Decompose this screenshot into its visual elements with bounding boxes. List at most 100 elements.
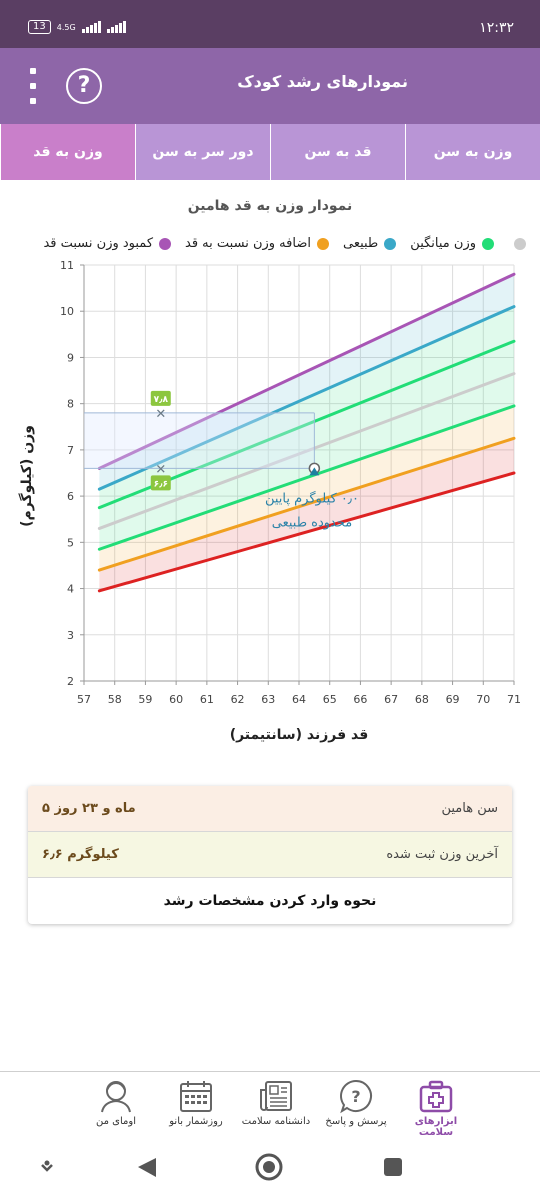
- chart-tabs: وزن به سن قد به سن دور سر به سن وزن به ق…: [0, 124, 540, 180]
- chart-band: [99, 438, 514, 591]
- legend-item: وزن میانگین: [410, 236, 494, 251]
- series-line: [97, 404, 516, 551]
- x-tick-label: 60: [169, 693, 183, 706]
- marker-label: ۶٫۶: [154, 479, 168, 489]
- nav-health-encyclopedia[interactable]: دانشنامه سلامت: [236, 1072, 316, 1135]
- x-tick-label: 71: [507, 693, 521, 706]
- y-tick-label: 5: [67, 536, 74, 549]
- series-line: [97, 272, 516, 470]
- y-tick-label: 3: [67, 629, 74, 642]
- nav-label: روزشمار بانو: [169, 1116, 223, 1127]
- annotation-text: ۰٫۰ کیلوگرم پایین: [265, 490, 359, 506]
- annotation-text: محدوده طبیعی: [272, 515, 353, 530]
- y-tick-label: 7: [67, 444, 74, 457]
- tab-weight-for-height[interactable]: وزن به قد: [0, 124, 135, 180]
- legend-label: طبیعی: [342, 236, 379, 251]
- growth-chart: 57 58 59 60 61 62 63 64 65 66 67 68 69 70 712345678910…: [18, 259, 521, 743]
- medical-kit-icon: [419, 1080, 453, 1113]
- app-bar: ? نمودارهای رشد کودک: [0, 48, 540, 124]
- weight-row: ۶٫۶ کیلوگرم آخرین وزن ثبت شده: [28, 832, 512, 878]
- legend-dot: [514, 237, 526, 250]
- x-axis-label: قد فرزند (سانتیمتر): [230, 727, 369, 743]
- signal-icon-2: [106, 21, 126, 33]
- nav-label: پرسش و پاسخ: [325, 1116, 387, 1127]
- x-tick-label: 68: [415, 693, 429, 706]
- x-tick-label: 59: [138, 693, 152, 706]
- nav-calendar[interactable]: روزشمار بانو: [156, 1072, 236, 1135]
- newspaper-icon: [260, 1081, 292, 1111]
- legend-dot: [482, 237, 494, 250]
- bottom-nav: ابزارهای سلامت ? پرسش و پاسخ دانشنامه سل…: [0, 1071, 540, 1138]
- nav-label: دانشنامه سلامت: [241, 1116, 311, 1127]
- x-tick-label: 66: [353, 693, 367, 706]
- series-line: [97, 471, 516, 593]
- highlight-region: [84, 412, 315, 469]
- legend-item: کمبود وزن نسبت قد: [43, 236, 172, 251]
- info-card: ۵ ماه و ۲۳ روز سن هامین ۶٫۶ کیلوگرم آخری…: [28, 786, 512, 924]
- status-bar: 13 4.5G ۱۲:۳۲: [0, 0, 540, 48]
- x-tick-label: 64: [292, 693, 306, 706]
- system-nav-bar: [0, 1135, 540, 1200]
- y-tick-label: 8: [67, 398, 74, 411]
- x-tick-label: 63: [261, 693, 275, 706]
- tab-head-circumference-for-age[interactable]: دور سر به سن: [135, 124, 270, 180]
- y-tick-label: 4: [67, 583, 74, 596]
- status-indicators: 13 4.5G: [28, 20, 126, 34]
- back-icon[interactable]: [138, 1158, 156, 1177]
- legend-dot: [316, 237, 329, 250]
- y-tick-label: 11: [60, 259, 74, 272]
- x-tick-label: 62: [231, 693, 245, 706]
- marker-x: ✕: [155, 407, 166, 422]
- x-tick-label: 67: [384, 693, 398, 706]
- x-tick-label: 70: [476, 693, 490, 706]
- marker-label: ۷٫۸: [154, 395, 169, 405]
- age-row: ۵ ماه و ۲۳ روز سن هامین: [28, 786, 512, 832]
- x-tick-label: 65: [323, 693, 337, 706]
- nav-health-tools[interactable]: ابزارهای سلامت: [396, 1072, 476, 1138]
- question-bubble-icon: ?: [340, 1079, 372, 1114]
- legend-label: اضافه وزن نسبت به قد: [185, 236, 311, 251]
- legend-item: طبیعی: [342, 236, 397, 251]
- legend-label: کمبود وزن نسبت قد: [43, 236, 154, 251]
- age-label: سن هامین: [441, 801, 498, 816]
- page-title: نمودارهای رشد کودک: [237, 72, 408, 91]
- marker-x: ✕: [155, 462, 166, 477]
- chart-band: [99, 341, 514, 529]
- keyboard-toggle-icon[interactable]: [41, 1160, 53, 1172]
- y-tick-label: 6: [67, 490, 74, 503]
- chart-band: [99, 405, 514, 571]
- nav-label: اومای من: [96, 1116, 136, 1127]
- series-line: [97, 305, 516, 491]
- svg-text:?: ?: [351, 1087, 360, 1106]
- chart-band: [99, 274, 514, 490]
- network-type: 4.5G: [56, 22, 76, 32]
- tab-weight-for-age[interactable]: وزن به سن: [405, 124, 540, 180]
- nav-questions[interactable]: ? پرسش و پاسخ: [316, 1072, 396, 1135]
- x-tick-label: 69: [446, 693, 460, 706]
- user-avatar-icon: [101, 1081, 131, 1113]
- home-icon[interactable]: [255, 1153, 283, 1181]
- more-vertical-icon[interactable]: [26, 68, 40, 104]
- question-circle-icon[interactable]: ?: [66, 68, 102, 104]
- marker-badge: [150, 390, 171, 406]
- chart-legend: کمبود وزن نسبت قد اضافه وزن نسبت به قد ط…: [43, 236, 526, 251]
- nav-my-profile[interactable]: اومای من: [76, 1072, 156, 1135]
- how-to-enter-growth-link[interactable]: نحوه وارد کردن مشخصات رشد: [163, 893, 377, 909]
- signal-icon: [81, 21, 101, 33]
- legend-label: وزن میانگین: [410, 236, 476, 251]
- legend-dot: [159, 237, 172, 250]
- legend-item: اضافه وزن نسبت به قد: [185, 236, 329, 251]
- legend-item: [508, 236, 526, 251]
- tab-height-for-age[interactable]: قد به سن: [270, 124, 405, 180]
- recents-icon[interactable]: [384, 1158, 402, 1176]
- marker-badge: [150, 475, 171, 491]
- calendar-icon: [180, 1081, 212, 1112]
- chart-band: [99, 373, 514, 550]
- y-axis-label: وزن (کیلوگرم): [18, 425, 35, 527]
- legend-dot: [384, 237, 397, 250]
- x-tick-label: 61: [200, 693, 214, 706]
- battery-icon: 13: [28, 20, 51, 34]
- series-line: [97, 436, 516, 572]
- y-tick-label: 10: [60, 305, 74, 318]
- y-tick-label: 2: [67, 675, 74, 688]
